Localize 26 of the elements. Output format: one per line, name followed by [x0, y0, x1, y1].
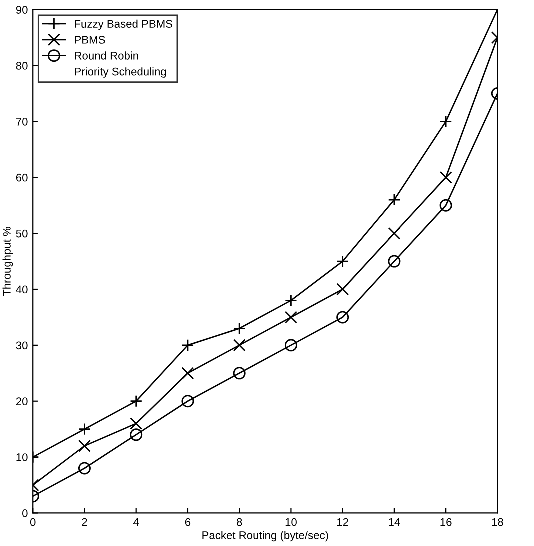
x-tick-label: 12	[337, 518, 348, 526]
x-tick-label: 2	[82, 518, 88, 526]
y-tick-label: 90	[16, 6, 28, 14]
x-tick-label: 8	[236, 518, 242, 526]
y-tick-label: 50	[16, 230, 28, 238]
y-axis-title: Throughput %	[2, 227, 14, 296]
x-tick-label: 6	[185, 518, 191, 526]
y-tick-label: 40	[16, 286, 28, 294]
legend-label: PBMS	[75, 36, 106, 44]
x-tick-label: 16	[440, 518, 452, 526]
y-tick-label: 10	[16, 454, 28, 462]
x-axis-title: Packet Routing (byte/sec)	[202, 531, 328, 542]
x-tick-label: 18	[492, 518, 504, 526]
y-tick-label: 80	[16, 62, 28, 70]
y-tick-label: 20	[16, 398, 28, 406]
legend-label: Round Robin	[75, 52, 138, 60]
y-tick-label: 70	[16, 118, 28, 126]
x-tick-label: 4	[134, 518, 140, 526]
x-tick-label: 10	[286, 518, 297, 526]
legend-label: Fuzzy Based PBMS	[75, 20, 173, 30]
text: Priority Scheduling	[75, 68, 166, 78]
x-tick-label: 14	[389, 518, 400, 526]
y-tick-label: 30	[16, 342, 28, 350]
y-tick-label: 0	[22, 510, 28, 518]
y-tick-label: 60	[16, 174, 28, 182]
x-tick-label: 0	[30, 518, 36, 526]
